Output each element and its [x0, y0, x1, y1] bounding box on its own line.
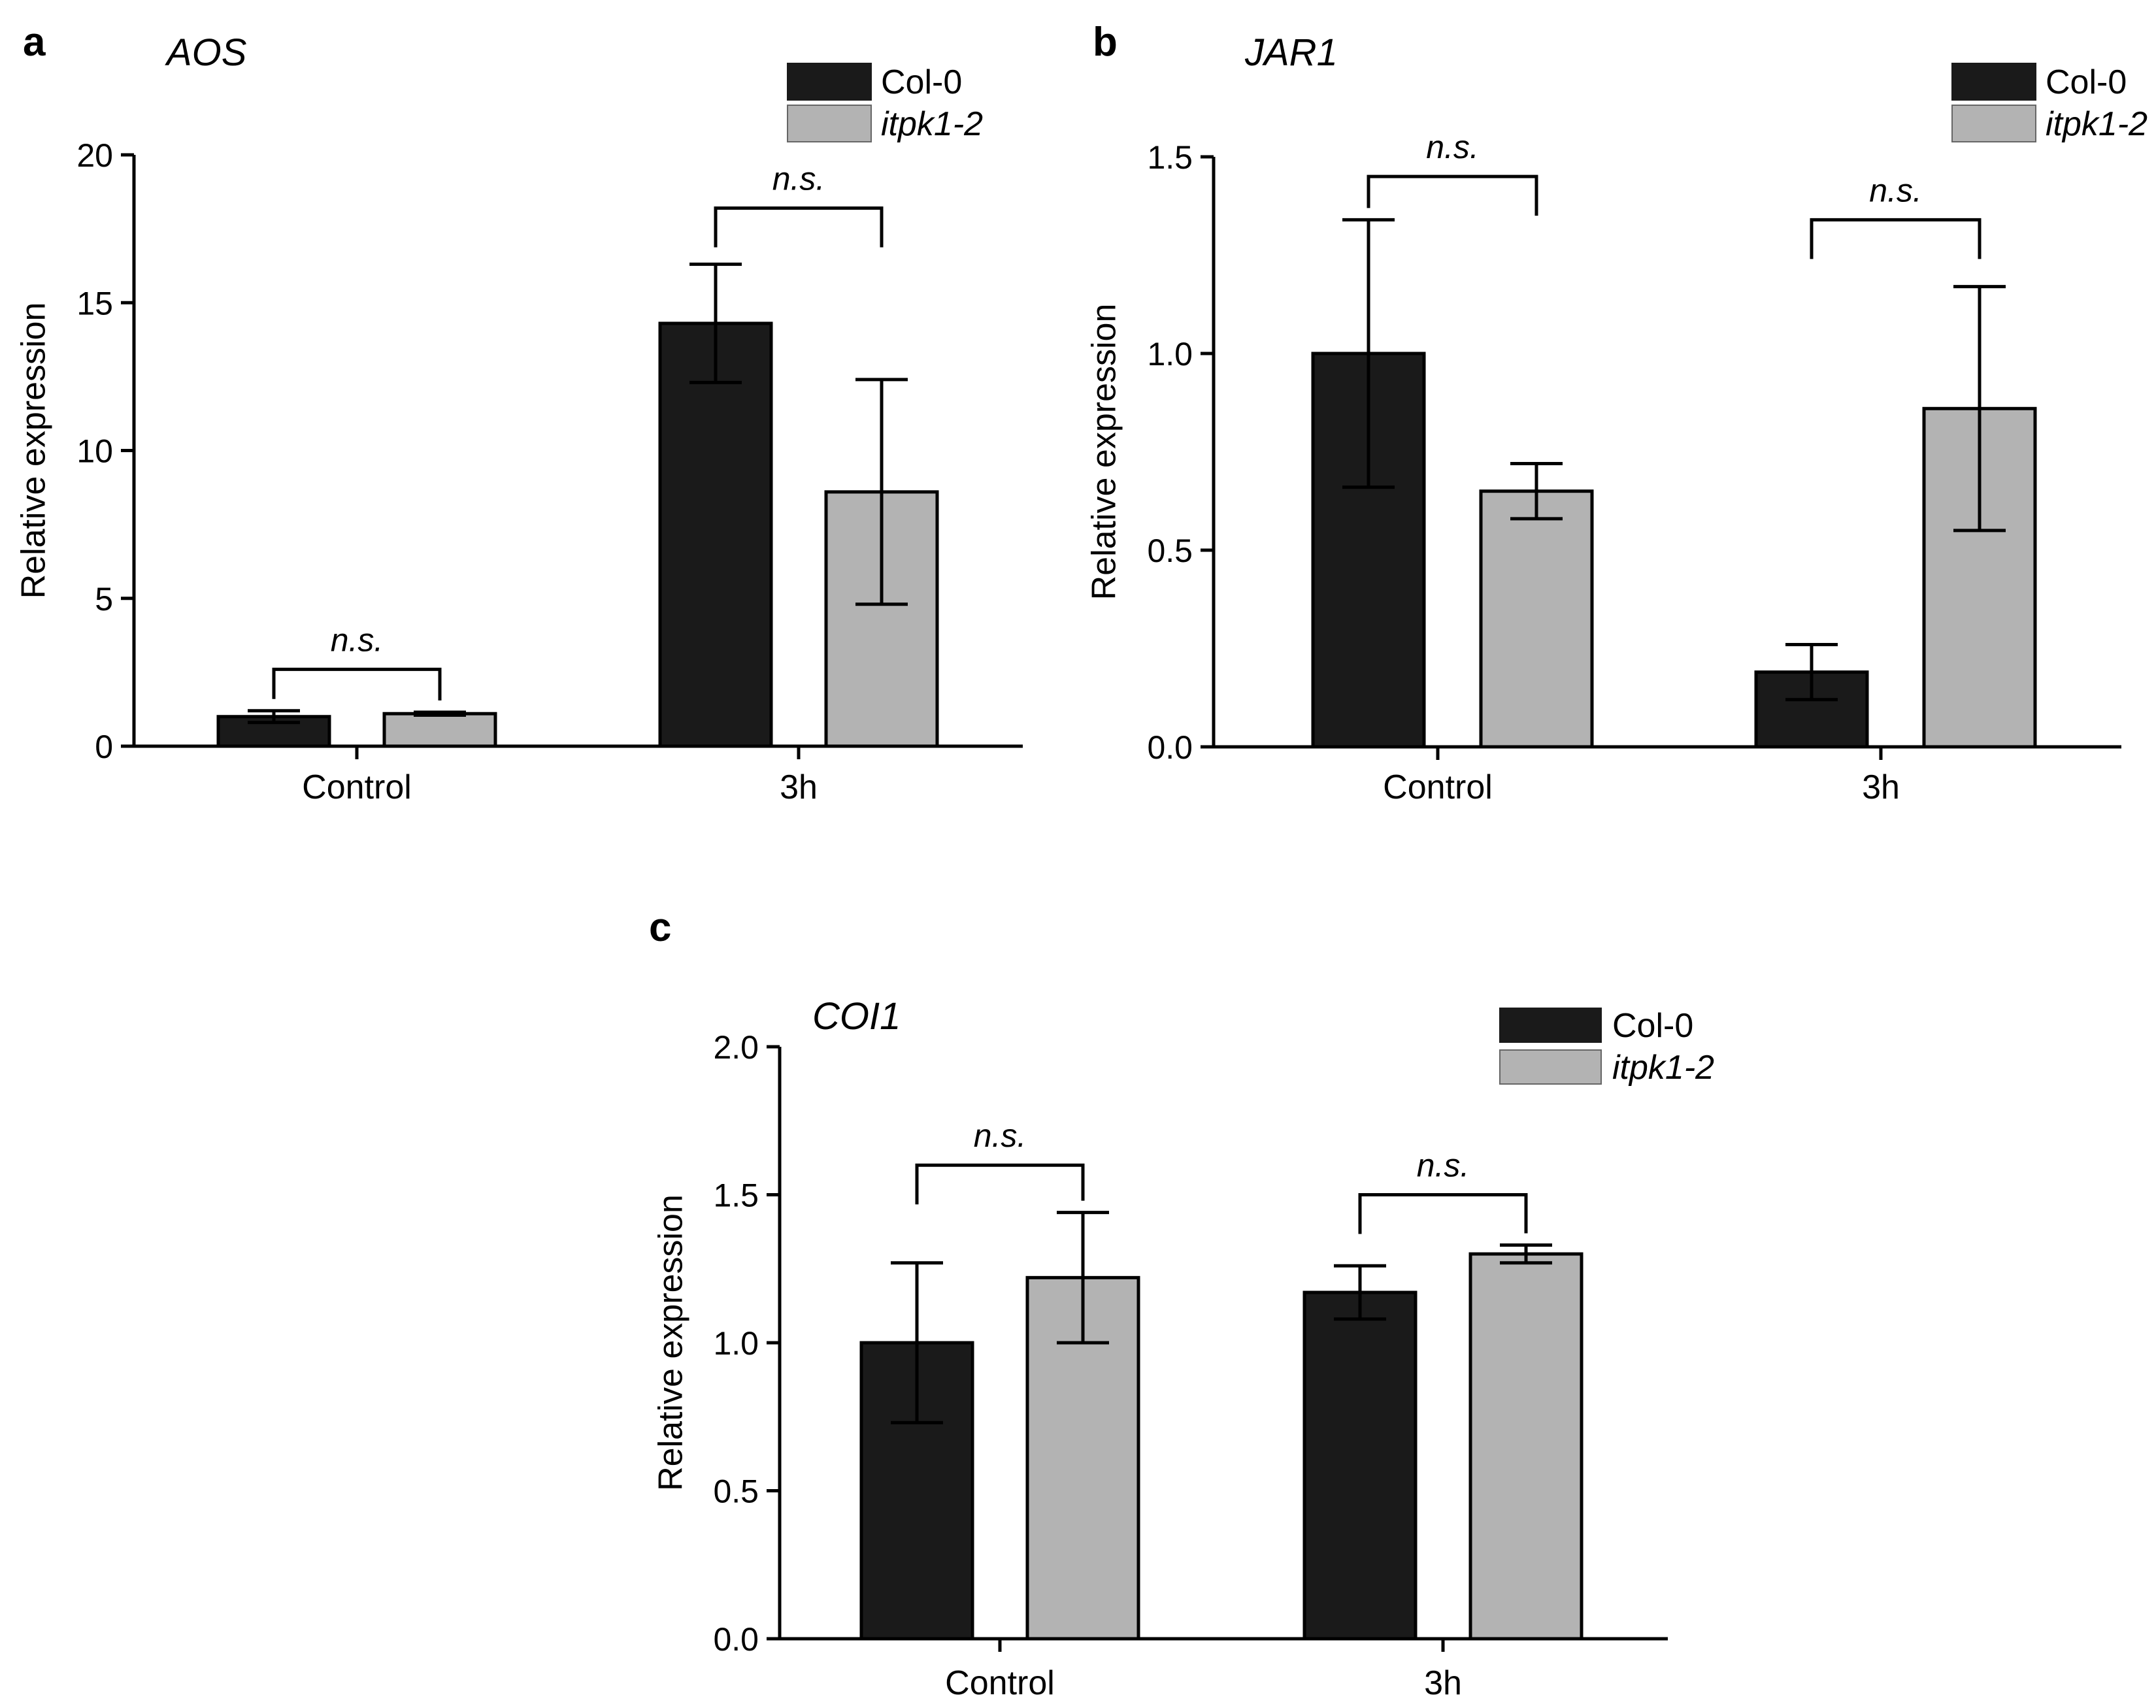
legend-swatch-itpk1-2 [787, 105, 872, 142]
y-tick-label: 0.5 [713, 1473, 759, 1510]
x-tick-label: 3h [1862, 768, 1900, 806]
significance-bracket [1367, 174, 1538, 216]
panel-letter: a [23, 20, 46, 65]
significance-label: n.s. [1869, 172, 1922, 208]
x-tick-label: 3h [780, 768, 818, 806]
bar-col0 [658, 321, 773, 748]
legend-label-col0: Col-0 [2046, 63, 2127, 101]
y-tick-label: 1.0 [1147, 336, 1193, 372]
bar-itpk1-2 [1479, 489, 1594, 749]
x-tick-label: Control [1383, 768, 1493, 806]
y-tick-label: 15 [76, 285, 113, 321]
x-tick-label: Control [945, 1664, 1055, 1702]
significance-label: n.s. [1417, 1147, 1470, 1184]
legend-swatch-col0 [1951, 63, 2036, 101]
y-axis-label: Relative expression [1086, 304, 1123, 600]
y-tick-label: 10 [76, 433, 113, 470]
chart-panel-a: a AOS 0 5 10 15 20 Relative expression Control 3h… [15, 20, 1023, 806]
chart-panel-b: b JAR1 0.0 0.5 1.0 1.5 Relative expression Cont… [1086, 20, 2148, 806]
y-tick-label: 5 [95, 581, 113, 617]
significance-bracket [272, 667, 442, 700]
y-tick-label: 0.0 [1147, 729, 1193, 766]
significance-bracket [1358, 1193, 1528, 1234]
significance-bracket [915, 1163, 1085, 1205]
legend-swatch-itpk1-2 [1499, 1049, 1602, 1085]
y-tick-label: 0 [95, 729, 113, 765]
significance-label: n.s. [974, 1117, 1027, 1154]
x-tick-label: 3h [1424, 1664, 1462, 1702]
significance-bracket [1810, 218, 1982, 259]
legend-swatch-itpk1-2 [1951, 105, 2036, 142]
legend-label-col0: Col-0 [881, 63, 962, 101]
bar-col0 [1302, 1290, 1418, 1641]
gene-title: AOS [165, 31, 247, 74]
chart-panel-c: c COI1 0.0 0.5 1.0 1.5 2.0 Relative expression C… [649, 905, 1714, 1702]
legend-label-itpk1-2: itpk1-2 [1612, 1049, 1714, 1087]
y-tick-label: 0.5 [1147, 533, 1193, 569]
panel-letter: b [1093, 20, 1118, 65]
gene-title: COI1 [812, 995, 901, 1038]
gene-title: JAR1 [1244, 31, 1338, 74]
significance-label: n.s. [772, 160, 825, 197]
y-tick-label: 20 [76, 137, 113, 174]
x-tick-label: Control [302, 768, 412, 806]
y-tick-label: 1.5 [713, 1177, 759, 1214]
y-axis-label: Relative expression [652, 1194, 690, 1491]
significance-label: n.s. [331, 621, 384, 658]
y-tick-label: 2.0 [713, 1029, 759, 1066]
legend-label-itpk1-2: itpk1-2 [2046, 105, 2148, 143]
panel-letter: c [649, 905, 671, 950]
bar-itpk1-2 [382, 712, 497, 748]
y-axis-label: Relative expression [15, 303, 53, 599]
legend-label-itpk1-2: itpk1-2 [881, 105, 983, 143]
bar-itpk1-2 [1468, 1252, 1584, 1641]
y-tick-label: 1.0 [713, 1325, 759, 1362]
significance-label: n.s. [1426, 129, 1479, 165]
significance-bracket [714, 206, 884, 248]
y-tick-label: 1.5 [1147, 139, 1193, 176]
legend-swatch-col0 [787, 63, 872, 101]
y-tick-label: 0.0 [713, 1621, 759, 1658]
legend-label-col0: Col-0 [1612, 1007, 1693, 1045]
legend-swatch-col0 [1499, 1008, 1602, 1043]
